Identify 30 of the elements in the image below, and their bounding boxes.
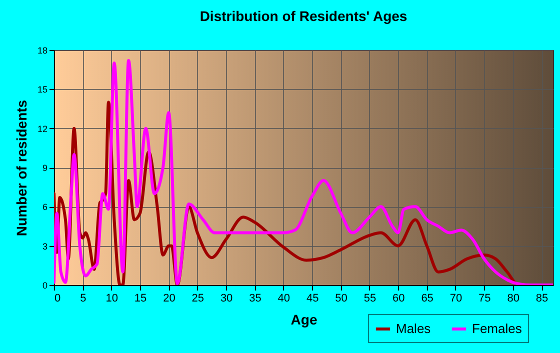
- x-tick-label: 80: [507, 292, 520, 304]
- x-tick-label: 20: [163, 292, 176, 304]
- x-tick-label: 65: [421, 292, 434, 304]
- chart-title: Distribution of Residents' Ages: [200, 8, 408, 24]
- x-tick-label: 75: [478, 292, 491, 304]
- y-tick-label: 15: [37, 84, 48, 95]
- x-tick-label: 35: [249, 292, 262, 304]
- x-tick-label: 15: [134, 292, 147, 304]
- x-tick-label: 40: [278, 292, 290, 304]
- legend-label: Males: [396, 321, 432, 336]
- x-axis-title: Age: [290, 312, 318, 328]
- x-tick-label: 55: [364, 292, 376, 304]
- x-tick-label: 10: [106, 292, 118, 304]
- x-tick-label: 30: [220, 292, 233, 304]
- x-tick-label: 25: [192, 292, 204, 304]
- x-tick-label: 85: [536, 292, 548, 304]
- x-tick-label: 70: [450, 292, 462, 304]
- y-tick-label: 9: [42, 163, 48, 173]
- x-tick-label: 60: [392, 292, 405, 304]
- y-tick-label: 3: [42, 241, 48, 252]
- x-tick-label: 5: [80, 292, 86, 304]
- y-axis-title: Number of residents: [13, 100, 30, 236]
- y-tick-label: 0: [42, 280, 48, 290]
- legend-label: Females: [472, 321, 522, 336]
- x-tick-label: 0: [54, 292, 61, 304]
- y-tick-label: 18: [37, 46, 48, 56]
- x-tick-label: 50: [335, 292, 348, 304]
- x-tick-label: 45: [306, 292, 319, 304]
- y-tick-label: 6: [42, 202, 48, 212]
- y-tick-label: 12: [37, 124, 48, 134]
